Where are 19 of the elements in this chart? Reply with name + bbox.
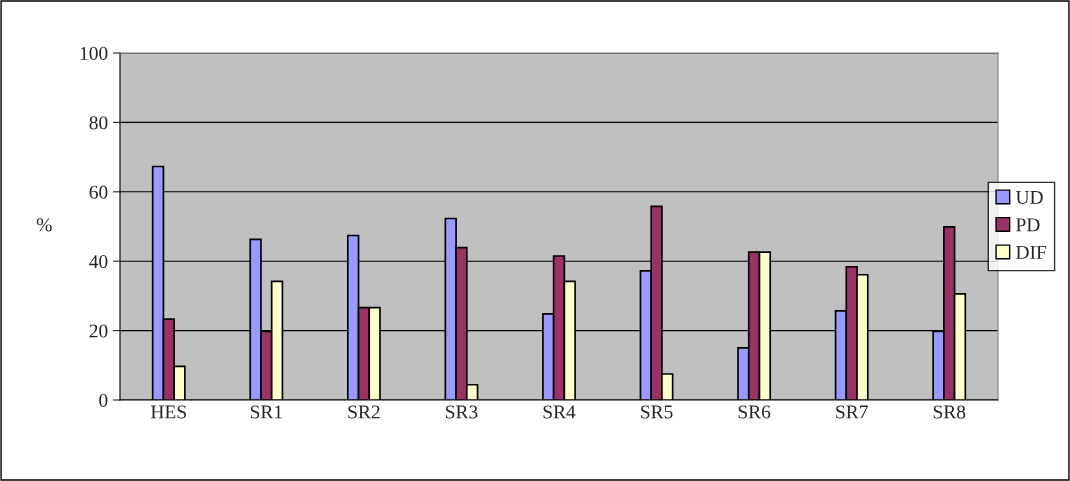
y-tick-label: 20 [89, 324, 108, 338]
x-tick-label: SR8 [933, 405, 966, 419]
x-tick-label: SR2 [348, 405, 380, 419]
x-tick-label: HES [150, 405, 186, 419]
x-tick-label: SR6 [738, 405, 771, 419]
y-tick-label: 60 [89, 185, 108, 199]
x-tick-label: SR3 [445, 405, 478, 419]
x-tick-label: SR7 [836, 405, 868, 419]
legend-label: UD [1015, 191, 1043, 204]
y-tick-label: 100 [80, 46, 108, 60]
x-tick-label: SR1 [250, 405, 282, 419]
legend-label: DIF [1016, 245, 1047, 259]
y-tick-label: 80 [89, 116, 108, 130]
x-tick-label: SR4 [543, 405, 576, 419]
y-tick-label: 0 [99, 393, 108, 407]
y-axis-title: % [36, 218, 52, 232]
x-tick-label: SR5 [641, 405, 673, 419]
y-tick-label: 40 [89, 255, 108, 269]
legend-label: PD [1016, 218, 1040, 232]
